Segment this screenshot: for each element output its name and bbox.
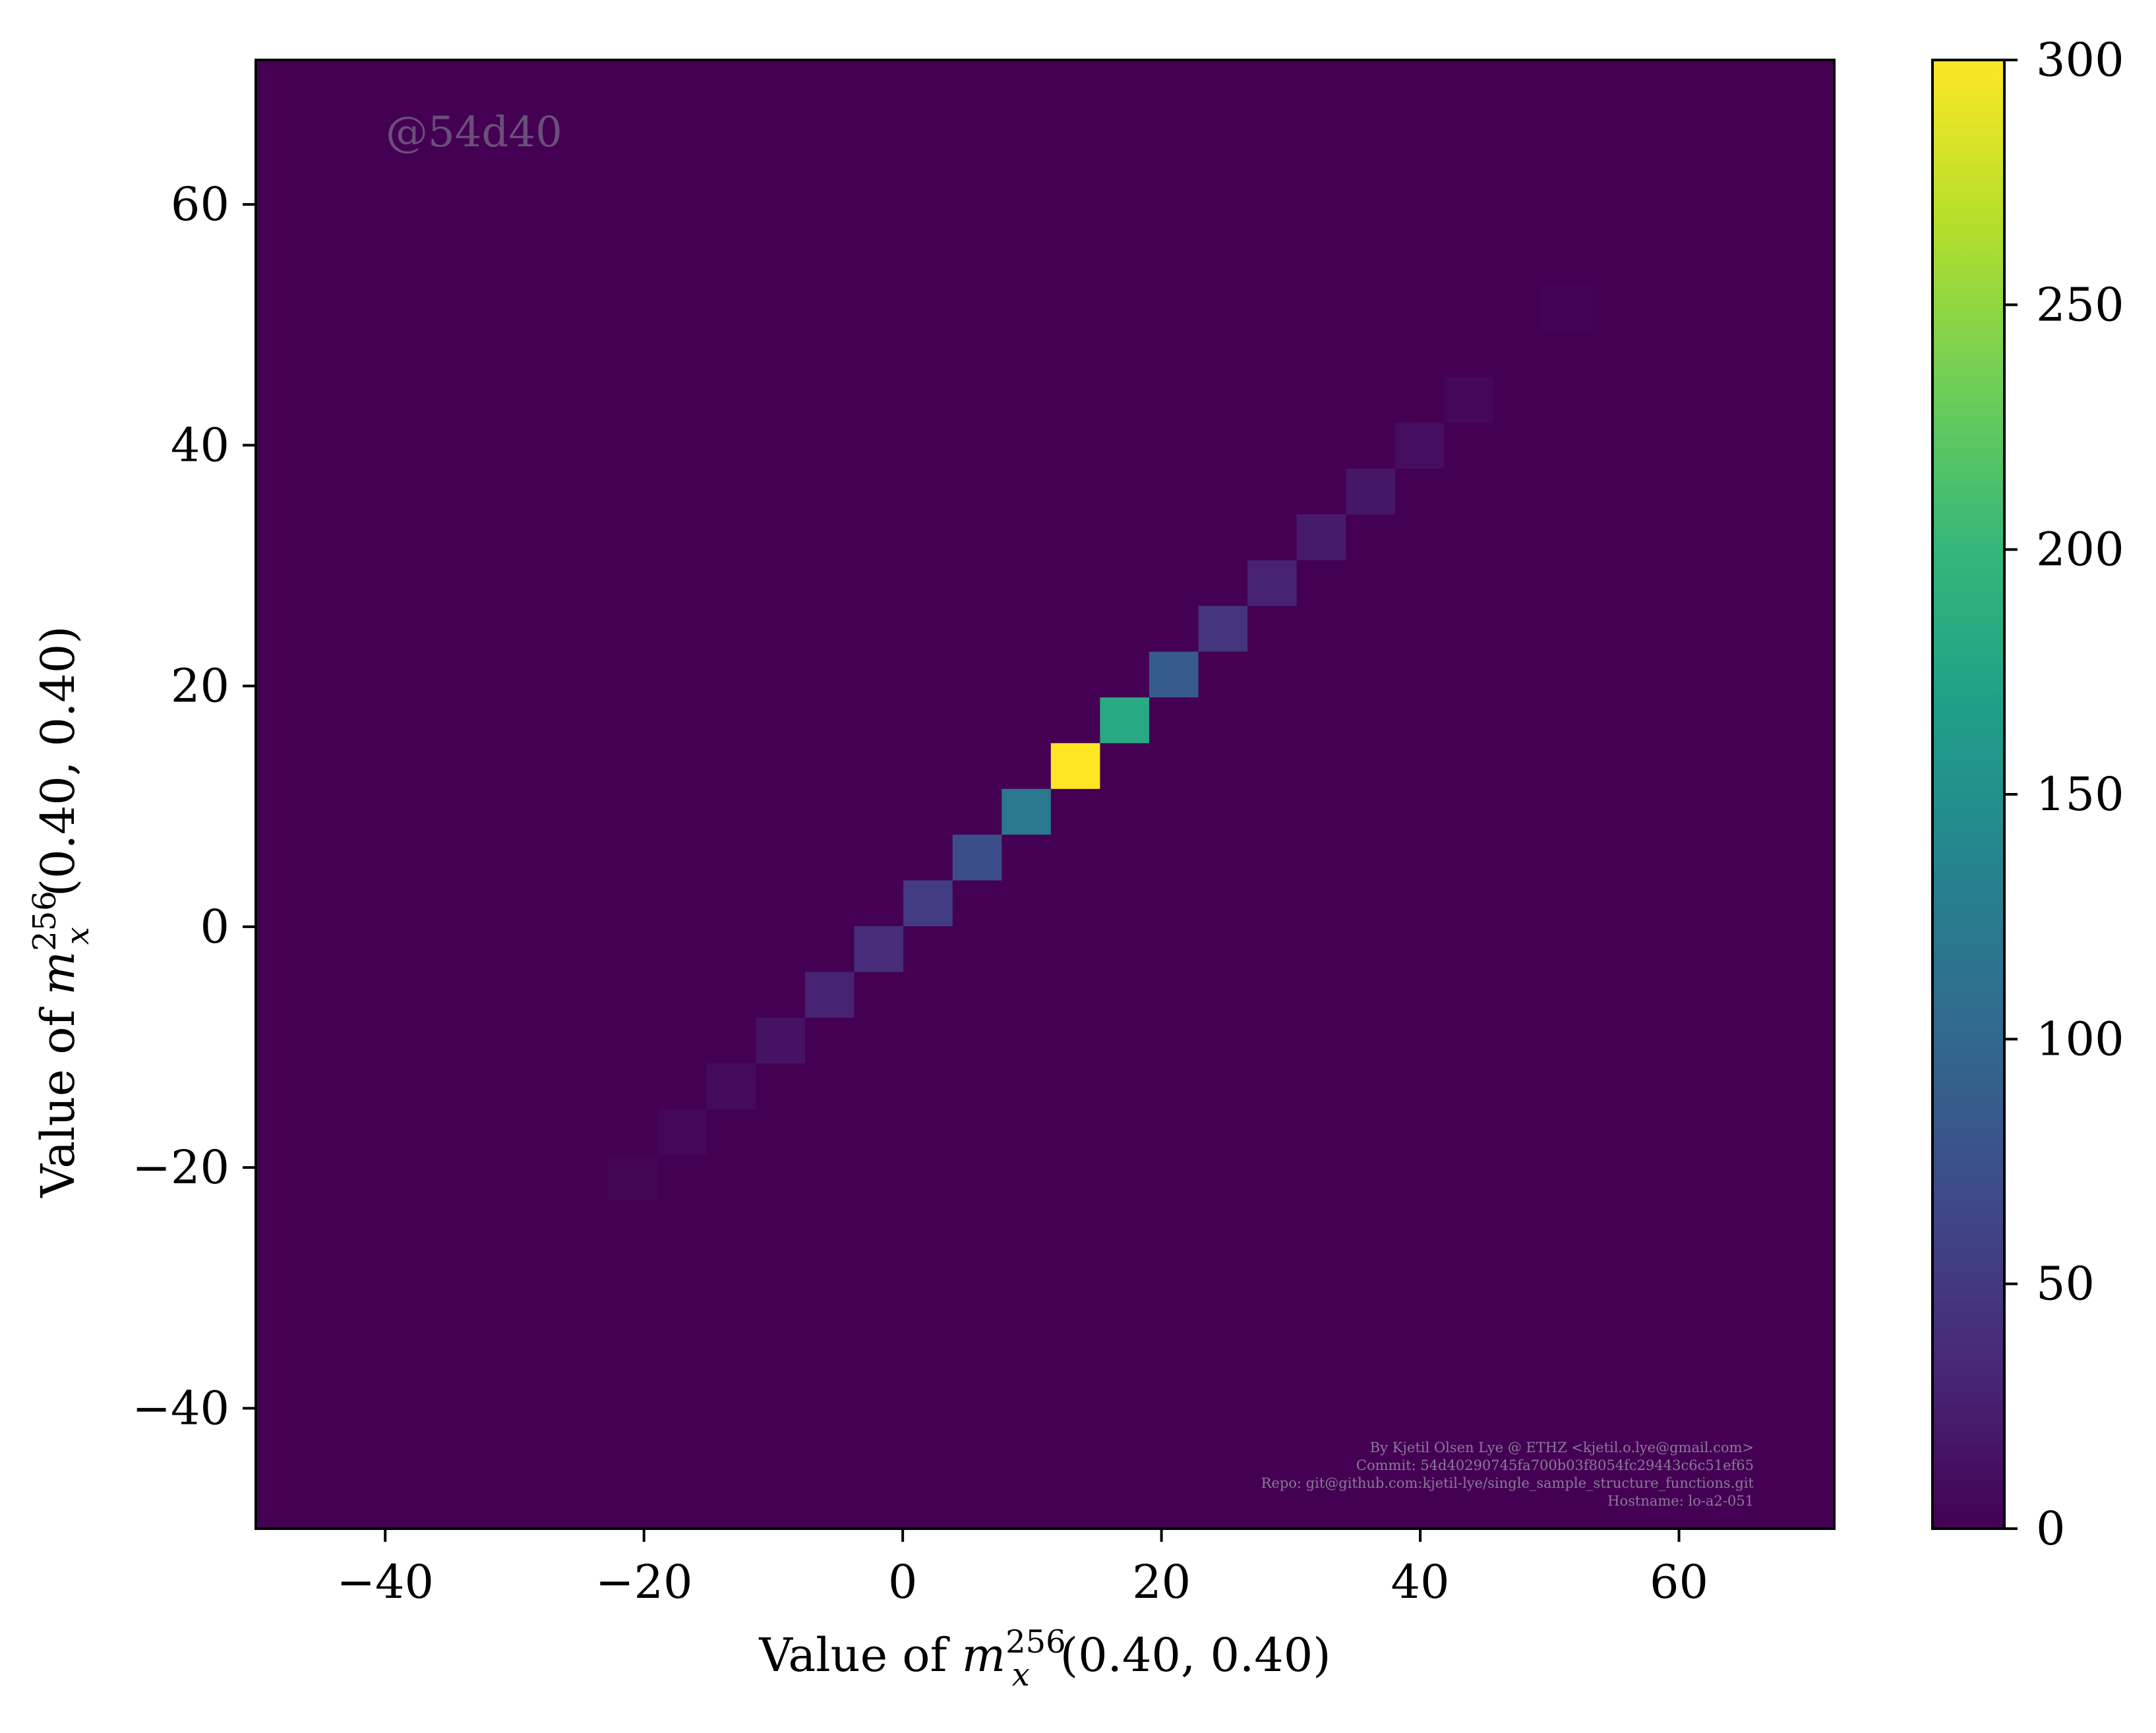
- heatmap-cell-3: [756, 1017, 805, 1064]
- heatmap-cell-16: [1394, 423, 1445, 469]
- heatmap-cell-13: [1247, 560, 1297, 606]
- heatmap-cells: [608, 285, 1592, 1201]
- colorbar-tick-label: 200: [2036, 523, 2124, 577]
- watermark-text: @54d40: [386, 108, 562, 157]
- y-axis: −40 −20 0 20 40 60: [132, 177, 256, 1435]
- y-tick-label: 60: [171, 177, 229, 231]
- y-tick-label: −20: [132, 1140, 229, 1194]
- x-axis-title: Value of m256 x (0.40, 0.40): [758, 1624, 1331, 1693]
- y-tick-label: 20: [171, 659, 229, 713]
- y-axis-title: Value of m256x(0.40, 0.40): [26, 626, 96, 1198]
- heatmap-cell-4: [804, 972, 854, 1018]
- heatmap-cell-8: [1002, 788, 1051, 835]
- colorbar-tick-label: 150: [2036, 767, 2124, 821]
- x-axis: −40 −20 0 20 40 60: [336, 1529, 1708, 1609]
- heatmap-cell-14: [1296, 514, 1346, 560]
- colorbar-axis: 0 50 100 150 200 250 300: [2004, 33, 2124, 1556]
- heatmap-cell-7: [952, 835, 1002, 881]
- heatmap-cell-12: [1198, 606, 1248, 652]
- colorbar-tick-label: 250: [2036, 278, 2124, 332]
- credits-line: By Kjetil Olsen Lye @ ETHZ <kjetil.o.lye…: [1370, 1440, 1754, 1455]
- heatmap-cell-11: [1149, 651, 1199, 697]
- y-tick-label: −40: [132, 1381, 229, 1435]
- heatmap-cell-9: [1050, 743, 1100, 789]
- x-tick-label: 60: [1650, 1555, 1708, 1609]
- credits-line: Commit: 54d40290745fa700b03f8054fc29443c…: [1356, 1457, 1754, 1473]
- colorbar-tick-label: 100: [2036, 1012, 2124, 1066]
- heatmap-cell-18: [1542, 285, 1592, 332]
- y-tick-label: 0: [200, 900, 229, 954]
- heatmap-cell-15: [1346, 469, 1395, 515]
- heatmap-cell-6: [903, 880, 953, 926]
- credits-block: By Kjetil Olsen Lye @ ETHZ <kjetil.o.lye…: [1261, 1440, 1754, 1509]
- credits-line: Hostname: lo-a2-051: [1607, 1493, 1754, 1509]
- x-tick-label: 40: [1391, 1555, 1450, 1609]
- colorbar-tick-label: 0: [2036, 1502, 2066, 1556]
- colorbar-tick-label: 50: [2036, 1257, 2095, 1311]
- colorbar: [1931, 59, 2006, 1530]
- heatmap-cell-0: [608, 1154, 658, 1201]
- colorbar-tick-label: 300: [2036, 33, 2124, 87]
- plot-frame: [255, 59, 1836, 1530]
- x-tick-label: 20: [1132, 1555, 1191, 1609]
- heatmap-cell-1: [657, 1109, 707, 1155]
- x-tick-label: −40: [336, 1555, 434, 1609]
- credits-line: Repo: git@github.com:kjetil-lye/single_s…: [1261, 1475, 1754, 1491]
- y-tick-label: 40: [171, 418, 229, 472]
- heatmap-cell-10: [1100, 697, 1149, 744]
- x-tick-label: −20: [595, 1555, 693, 1609]
- x-tick-label: 0: [888, 1555, 918, 1609]
- heatmap-cell-5: [854, 925, 904, 972]
- heatmap-cell-17: [1444, 377, 1493, 423]
- heatmap-cell-2: [706, 1063, 756, 1109]
